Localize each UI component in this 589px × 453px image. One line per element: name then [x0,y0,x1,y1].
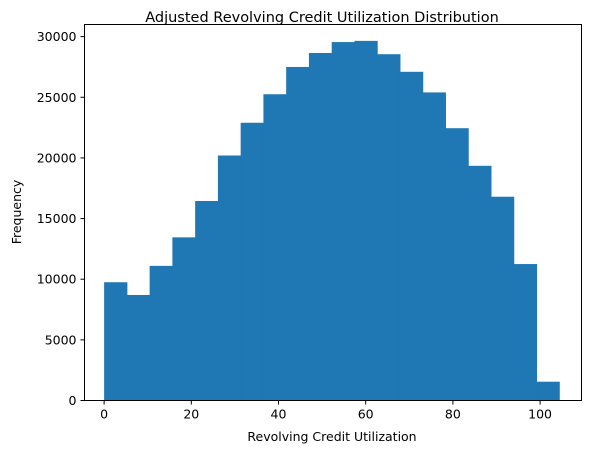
histogram-bar-18 [513,264,538,401]
histogram-bar-9 [308,53,333,401]
bars-group [104,40,560,401]
y-tick-label-3: 15000 [37,211,77,226]
y-tick-label-0: 0 [69,393,77,408]
histogram-bar-17 [490,196,515,401]
y-tick-label-6: 30000 [37,29,77,44]
histogram-bar-0 [104,282,128,401]
histogram-bar-10 [331,42,355,401]
histogram-bar-4 [195,200,219,401]
histogram-bar-12 [377,54,401,401]
histogram-bar-14 [422,92,446,401]
histogram-bar-5 [217,155,242,401]
y-tick-label-5: 25000 [37,90,77,105]
x-tick-label-2: 40 [271,407,287,422]
y-tick-label-1: 5000 [45,332,77,347]
x-axis-ticks: 0 20 40 60 80 100 [100,400,552,422]
histogram-bar-11 [354,40,378,401]
x-tick-label-5: 100 [528,407,552,422]
y-tick-label-2: 10000 [37,272,77,287]
histogram-bar-2 [149,265,173,401]
x-tick-label-0: 0 [100,407,108,422]
histogram-bar-6 [240,122,264,401]
x-tick-label-1: 20 [183,407,199,422]
chart-title: Adjusted Revolving Credit Utilization Di… [145,10,499,26]
x-tick-label-4: 80 [445,407,461,422]
histogram-bar-16 [468,165,492,401]
y-axis-ticks: 0 5000 10000 15000 20000 25000 30000 [37,29,85,408]
y-tick-label-4: 20000 [37,150,77,165]
histogram-bar-19 [536,381,560,401]
y-axis-label: Frequency [9,179,24,244]
plot-frame [84,24,582,401]
histogram-bar-3 [172,237,196,401]
x-axis-label: Revolving Credit Utilization [247,429,416,444]
histogram-bar-8 [286,66,310,401]
histogram-bar-7 [263,94,287,401]
x-tick-label-3: 60 [358,407,374,422]
histogram-bar-15 [445,128,469,401]
histogram-bar-13 [399,71,424,401]
histogram-bar-1 [126,294,151,401]
